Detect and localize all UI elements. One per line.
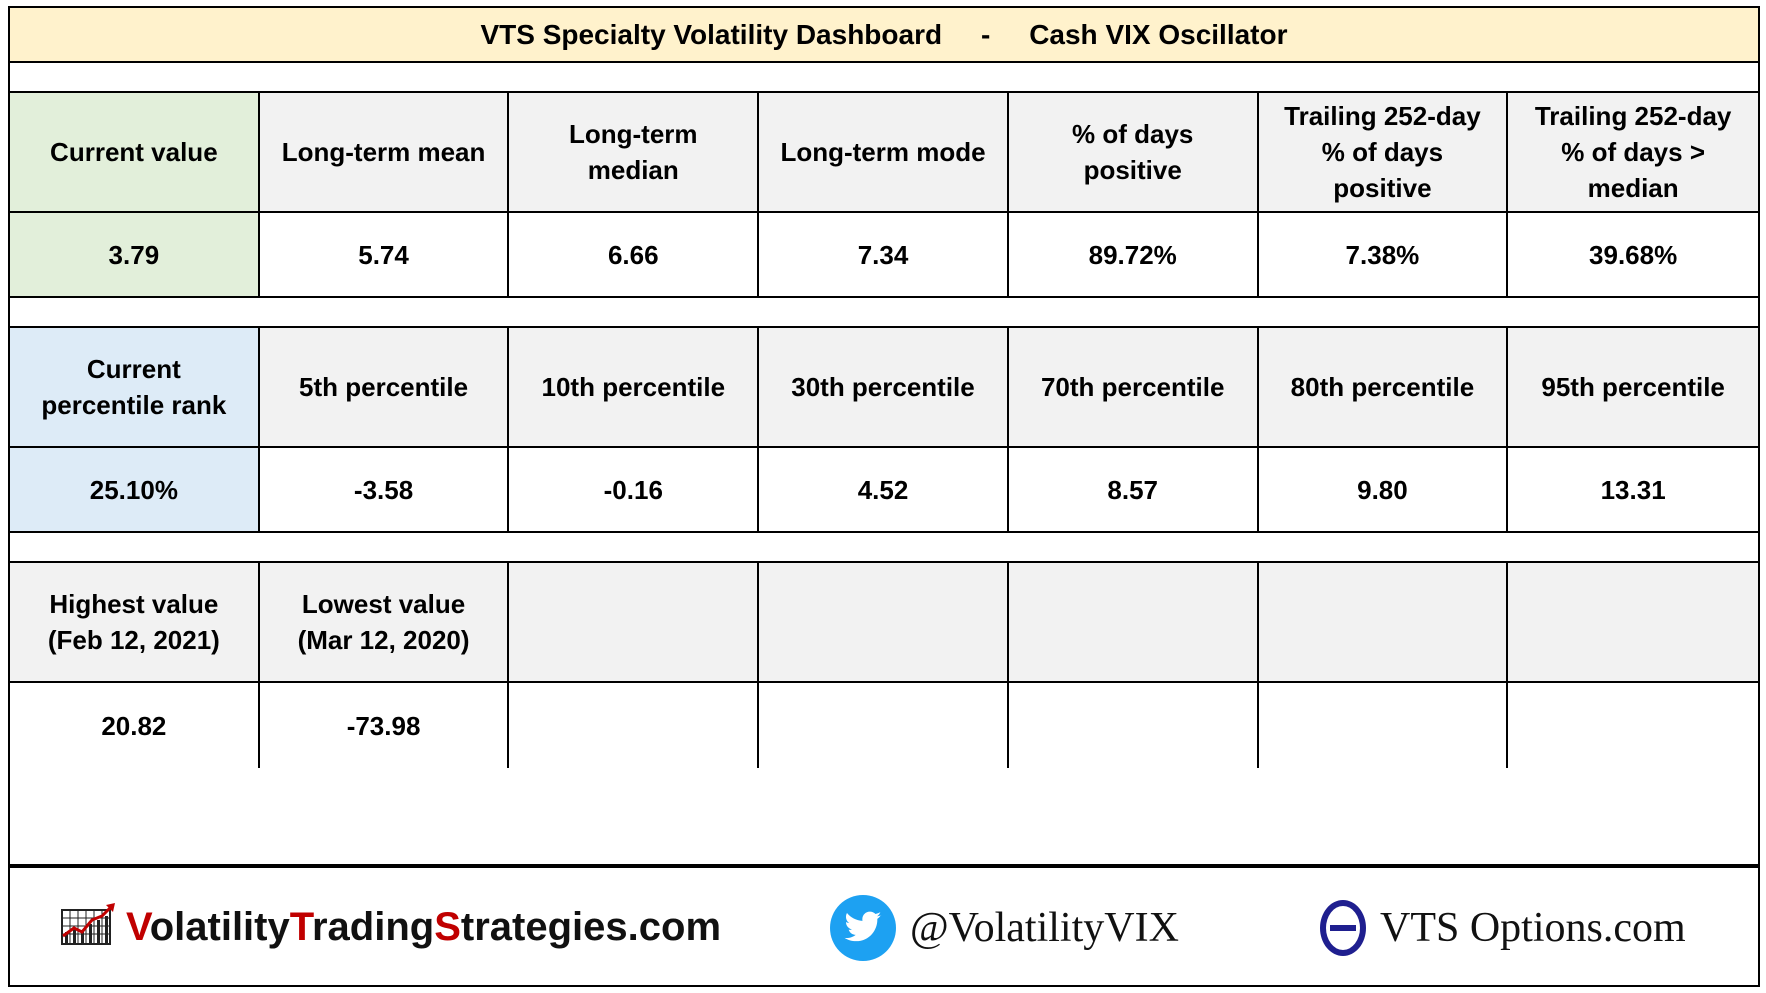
twitter-link[interactable]: @VolatilityVIX — [830, 868, 1179, 987]
spacer-row — [10, 63, 1758, 93]
value-long-term-median: 6.66 — [509, 213, 760, 298]
vts-options-link[interactable]: VTS Options.com — [1320, 868, 1686, 987]
value-highest-value: 20.82 — [10, 683, 260, 768]
value-trailing-pct-above-median: 39.68% — [1508, 213, 1758, 298]
header-trailing-pct-above-median: Trailing 252-day % of days > median — [1508, 93, 1758, 213]
value-lowest-value: -73.98 — [259, 683, 510, 768]
header-empty — [759, 563, 1009, 683]
value-10th-percentile: -0.16 — [509, 448, 760, 533]
header-trailing-pct-positive: Trailing 252-day % of days positive — [1258, 93, 1509, 213]
value-long-term-mean: 5.74 — [259, 213, 510, 298]
value-empty — [509, 683, 760, 768]
header-current-value: Current value — [10, 93, 260, 213]
header-95th-percentile: 95th percentile — [1508, 328, 1758, 448]
header-current-percentile-rank: Current percentile rank — [10, 328, 260, 448]
value-pct-days-positive: 89.72% — [1008, 213, 1259, 298]
value-trailing-pct-positive: 7.38% — [1258, 213, 1509, 298]
header-30th-percentile: 30th percentile — [759, 328, 1009, 448]
volatility-trading-strategies-text: VolatilityTradingStrategies.com — [126, 905, 722, 949]
value-5th-percentile: -3.58 — [259, 448, 510, 533]
footer: VolatilityTradingStrategies.com @Volatil… — [8, 866, 1760, 987]
header-long-term-mode: Long-term mode — [759, 93, 1009, 213]
twitter-bird-icon — [830, 894, 896, 961]
dashboard-table: VTS Specialty Volatility Dashboard - Cas… — [8, 6, 1760, 866]
spacer-row — [10, 298, 1758, 328]
value-70th-percentile: 8.57 — [1008, 448, 1259, 533]
dashboard-title: VTS Specialty Volatility Dashboard - Cas… — [10, 8, 1758, 63]
value-current-value: 3.79 — [10, 213, 260, 298]
header-empty — [509, 563, 760, 683]
theta-icon — [1320, 899, 1366, 956]
header-long-term-mean: Long-term mean — [259, 93, 510, 213]
header-empty — [1508, 563, 1758, 683]
spacer-row — [10, 533, 1758, 563]
twitter-handle: @VolatilityVIX — [910, 904, 1179, 951]
value-80th-percentile: 9.80 — [1258, 448, 1509, 533]
chart-logo-icon — [60, 902, 116, 953]
header-10th-percentile: 10th percentile — [509, 328, 760, 448]
value-long-term-mode: 7.34 — [759, 213, 1009, 298]
value-30th-percentile: 4.52 — [759, 448, 1009, 533]
header-long-term-median: Long-term median — [509, 93, 760, 213]
volatility-trading-strategies-link[interactable]: VolatilityTradingStrategies.com — [60, 868, 721, 987]
header-5th-percentile: 5th percentile — [259, 328, 510, 448]
value-empty — [759, 683, 1009, 768]
header-80th-percentile: 80th percentile — [1258, 328, 1509, 448]
value-empty — [1508, 683, 1758, 768]
dashboard-frame: VTS Specialty Volatility Dashboard - Cas… — [8, 6, 1760, 987]
header-empty — [1008, 563, 1259, 683]
header-highest-value: Highest value (Feb 12, 2021) — [10, 563, 260, 683]
value-empty — [1258, 683, 1509, 768]
header-70th-percentile: 70th percentile — [1008, 328, 1259, 448]
header-lowest-value: Lowest value (Mar 12, 2020) — [259, 563, 510, 683]
header-empty — [1258, 563, 1509, 683]
value-empty — [1008, 683, 1259, 768]
value-current-percentile-rank: 25.10% — [10, 448, 260, 533]
vts-options-text: VTS Options.com — [1380, 904, 1686, 951]
value-95th-percentile: 13.31 — [1508, 448, 1758, 533]
header-pct-days-positive: % of days positive — [1008, 93, 1259, 213]
